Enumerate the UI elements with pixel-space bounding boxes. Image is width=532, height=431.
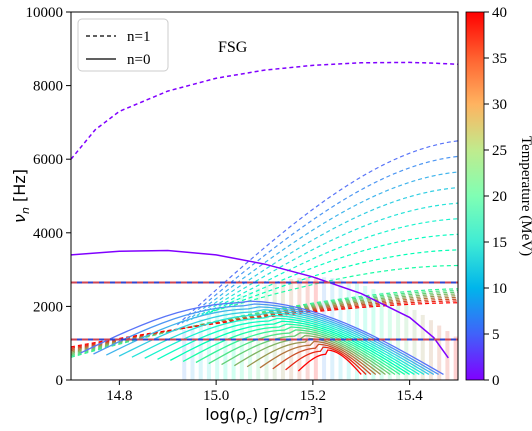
temperature-band [387, 296, 392, 380]
x-tick-label: 15.0 [203, 388, 229, 404]
temperature-band [182, 329, 187, 380]
n0-curve [233, 334, 386, 376]
temperature-band [297, 277, 302, 380]
temperature-band [420, 314, 425, 380]
n1-curve [186, 171, 458, 322]
temperature-band [330, 278, 335, 380]
n0-curve [106, 306, 435, 376]
temperature-band [371, 289, 376, 380]
y-axis-ticks: 0 2000 4000 6000 8000 10000 [26, 5, 71, 389]
temperature-band [354, 283, 359, 380]
y-tick-label: 6000 [33, 152, 63, 168]
reference-line-layer [71, 281, 458, 341]
frequency-curve-layer [71, 61, 458, 376]
n0-curve [272, 343, 372, 375]
colorbar-tick-label: 35 [492, 51, 507, 67]
temperature-band [428, 320, 433, 380]
temperature-band [190, 324, 195, 380]
n1-curve [177, 140, 458, 326]
plot-annotation: FSG [218, 39, 248, 56]
n0-curve [118, 309, 430, 376]
temperature-band [223, 304, 228, 380]
legend-box [77, 18, 169, 72]
n1-curve [209, 249, 458, 314]
colorbar-tick-label: 40 [492, 5, 507, 21]
temperature-band [412, 309, 417, 380]
colorbar-tick-label: 30 [492, 97, 507, 113]
colorbar-label: Temperature (MeV) [518, 136, 532, 256]
temperature-band [239, 295, 244, 380]
n0-curve [157, 317, 415, 376]
y-axis-label: νn [Hz] [10, 169, 32, 223]
n0-curve [195, 326, 401, 376]
temperature-band [379, 292, 384, 380]
n0-curve [297, 349, 362, 375]
n1-curve [204, 233, 458, 315]
temperature-band [206, 313, 211, 380]
temperature-band [363, 286, 368, 380]
y-tick-label: 0 [56, 373, 64, 389]
y-tick-label: 4000 [33, 226, 63, 242]
cold-n0-curve [71, 249, 449, 359]
n1-curve [213, 264, 458, 312]
colorbar-tick-label: 20 [492, 189, 507, 205]
n0-curve [131, 311, 425, 376]
n0-curve [144, 314, 420, 376]
y-tick-label: 2000 [33, 299, 63, 315]
x-tick-label: 15.2 [300, 388, 326, 404]
temperature-band [453, 336, 458, 380]
n1-curve [71, 302, 458, 348]
temperature-band [437, 325, 442, 380]
n0-curve [259, 340, 377, 375]
n0-curve [182, 323, 406, 376]
x-tick-label: 15.4 [397, 388, 424, 404]
n1-curve [190, 186, 458, 321]
x-tick-label: 14.8 [106, 388, 132, 404]
temperature-band [404, 305, 409, 380]
colorbar-tick-label: 25 [492, 143, 507, 159]
temperature-band [198, 318, 203, 380]
plot-frame [70, 11, 459, 381]
colorbar-tick-label: 10 [492, 281, 507, 297]
x-axis-ticks: 14.8 15.0 15.2 15.4 [106, 380, 423, 404]
n0-curve [285, 346, 367, 375]
n1-curve [195, 202, 458, 319]
n1-curve [181, 155, 458, 324]
n0-curve [80, 300, 444, 376]
temperature-band [289, 279, 294, 380]
n0-curve [93, 303, 439, 376]
colorbar [465, 11, 485, 381]
legend: n=1 n=0 [77, 18, 169, 72]
y-tick-label: 8000 [33, 79, 63, 95]
x-axis-label: log(ρc) [g/cm3] [205, 404, 323, 427]
n0-curve [208, 329, 396, 376]
colorbar-tick-label: 15 [492, 235, 507, 251]
colorbar-ticks: 0 5 10 15 20 25 30 35 40 [484, 5, 507, 389]
y-tick-label: 10000 [26, 5, 64, 21]
cold-n1-curve [71, 61, 458, 160]
n1-curve [199, 218, 458, 317]
colorbar-tick-label: 0 [492, 373, 500, 389]
n0-curve [221, 332, 391, 376]
legend-label-n1: n=1 [127, 29, 150, 45]
legend-label-n0: n=0 [127, 52, 150, 68]
colorbar-tick-label: 5 [492, 327, 500, 343]
